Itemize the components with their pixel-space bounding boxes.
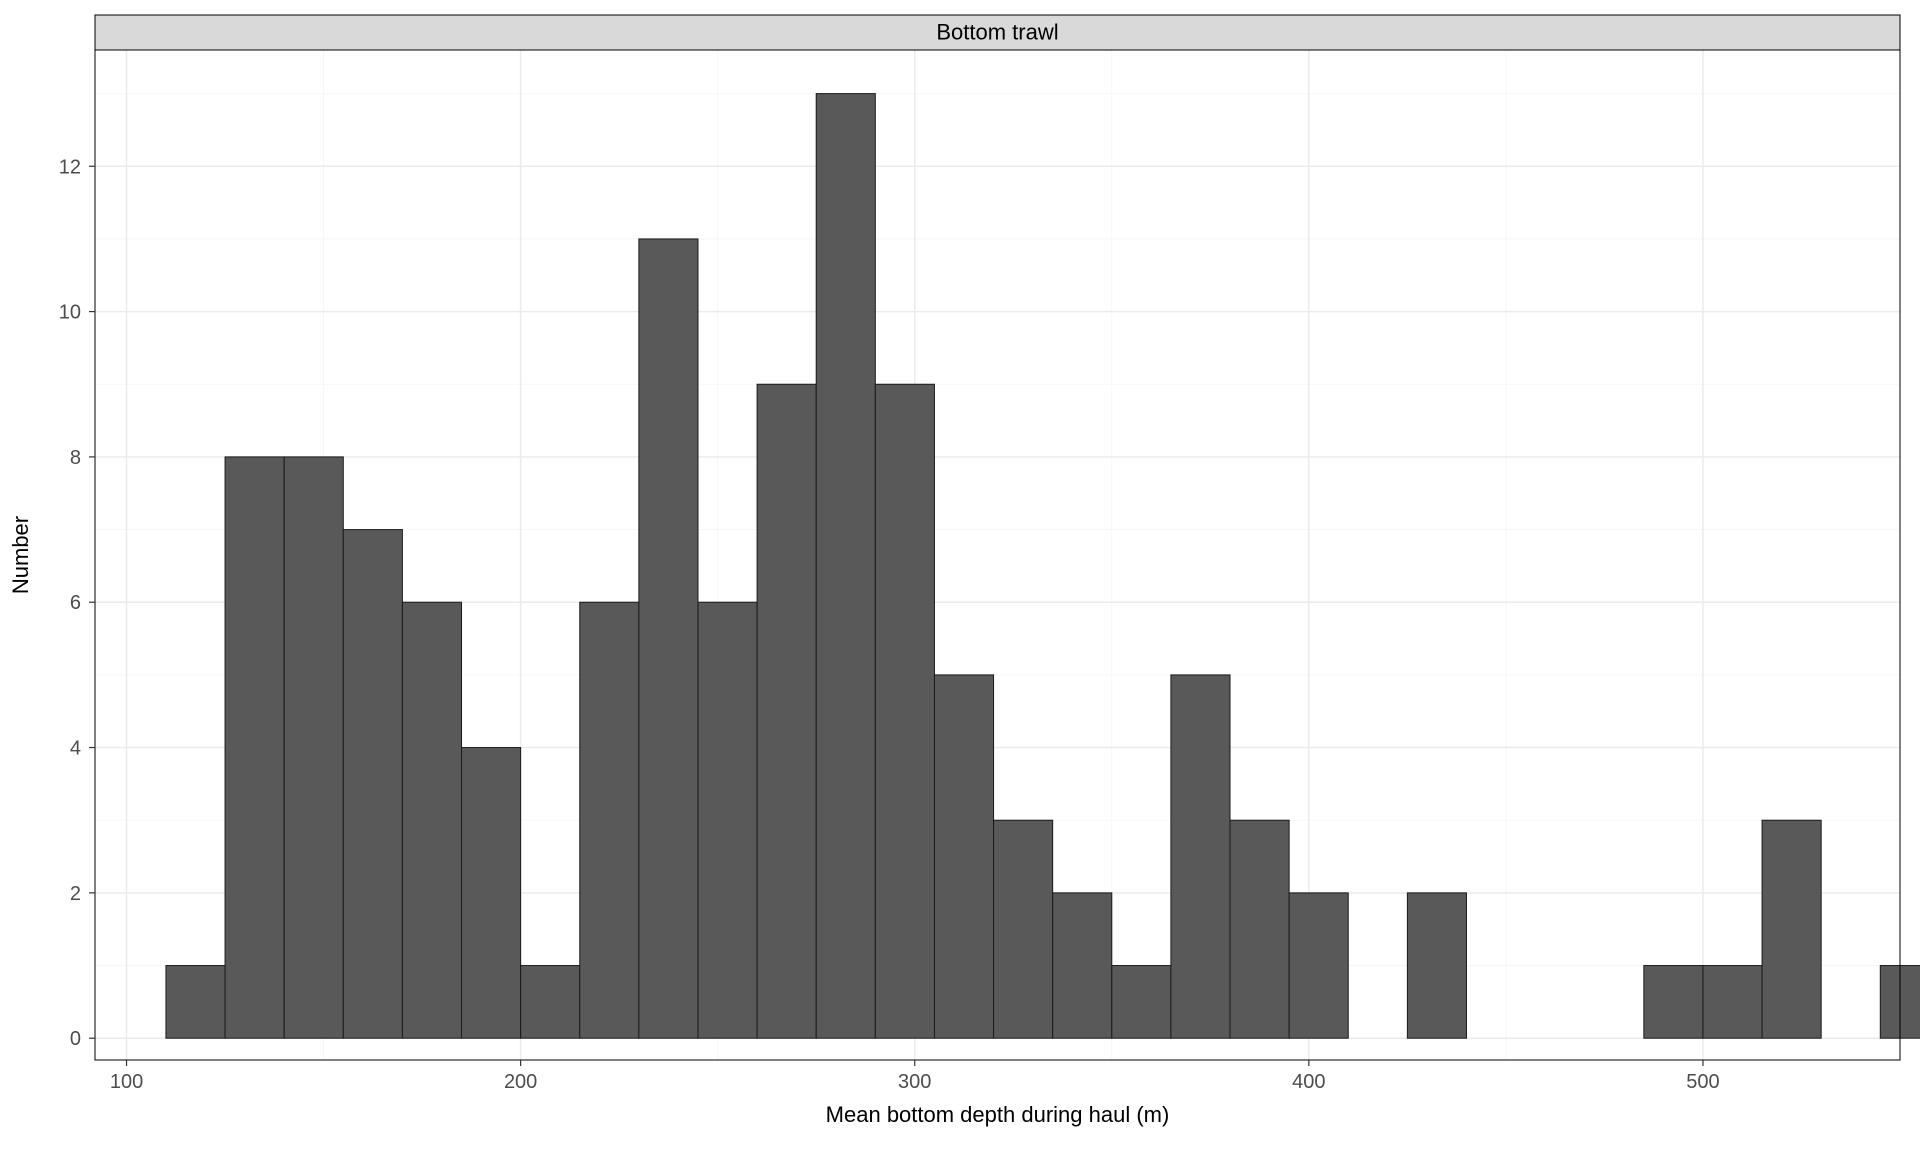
- histogram-bar: [1053, 893, 1112, 1038]
- histogram-bar: [462, 748, 521, 1039]
- histogram-bar: [816, 94, 875, 1039]
- y-tick-label: 0: [70, 1028, 81, 1050]
- y-tick-label: 2: [70, 883, 81, 905]
- histogram-chart: Bottom trawl 100 200 300 400 500 0 2 4 6 8 10 12 Mean…: [0, 0, 1920, 1152]
- histogram-bar: [875, 384, 934, 1038]
- x-tick-label: 100: [110, 1071, 143, 1093]
- histogram-bar: [1112, 966, 1171, 1039]
- histogram-bar: [402, 602, 461, 1038]
- histogram-bar: [994, 820, 1053, 1038]
- histogram-bar: [1762, 820, 1821, 1038]
- histogram-bar: [284, 457, 343, 1038]
- histogram-bar: [343, 530, 402, 1039]
- y-tick-label: 6: [70, 592, 81, 614]
- histogram-bar: [1407, 893, 1466, 1038]
- chart-svg: Bottom trawl 100 200 300 400 500 0 2 4 6 8 10 12 Mean…: [0, 0, 1920, 1152]
- x-tick-label: 500: [1686, 1071, 1719, 1093]
- histogram-bar: [166, 966, 225, 1039]
- y-tick-label: 10: [59, 302, 81, 324]
- histogram-bar: [698, 602, 757, 1038]
- histogram-bar: [580, 602, 639, 1038]
- histogram-bar: [1171, 675, 1230, 1038]
- y-tick-label: 12: [59, 156, 81, 178]
- histogram-bar: [1289, 893, 1348, 1038]
- y-axis-label: Number: [8, 516, 33, 594]
- x-tick-label: 400: [1292, 1071, 1325, 1093]
- histogram-bar: [757, 384, 816, 1038]
- histogram-bar: [639, 239, 698, 1038]
- histogram-bar: [225, 457, 284, 1038]
- histogram-bar: [1703, 966, 1762, 1039]
- histogram-bar: [1644, 966, 1703, 1039]
- y-tick-label: 4: [70, 738, 81, 760]
- histogram-bar: [1230, 820, 1289, 1038]
- x-axis-label: Mean bottom depth during haul (m): [826, 1102, 1170, 1127]
- histogram-bar: [521, 966, 580, 1039]
- x-tick-label: 300: [898, 1071, 931, 1093]
- facet-title: Bottom trawl: [936, 19, 1058, 44]
- histogram-bar: [934, 675, 993, 1038]
- x-tick-label: 200: [504, 1071, 537, 1093]
- y-tick-label: 8: [70, 447, 81, 469]
